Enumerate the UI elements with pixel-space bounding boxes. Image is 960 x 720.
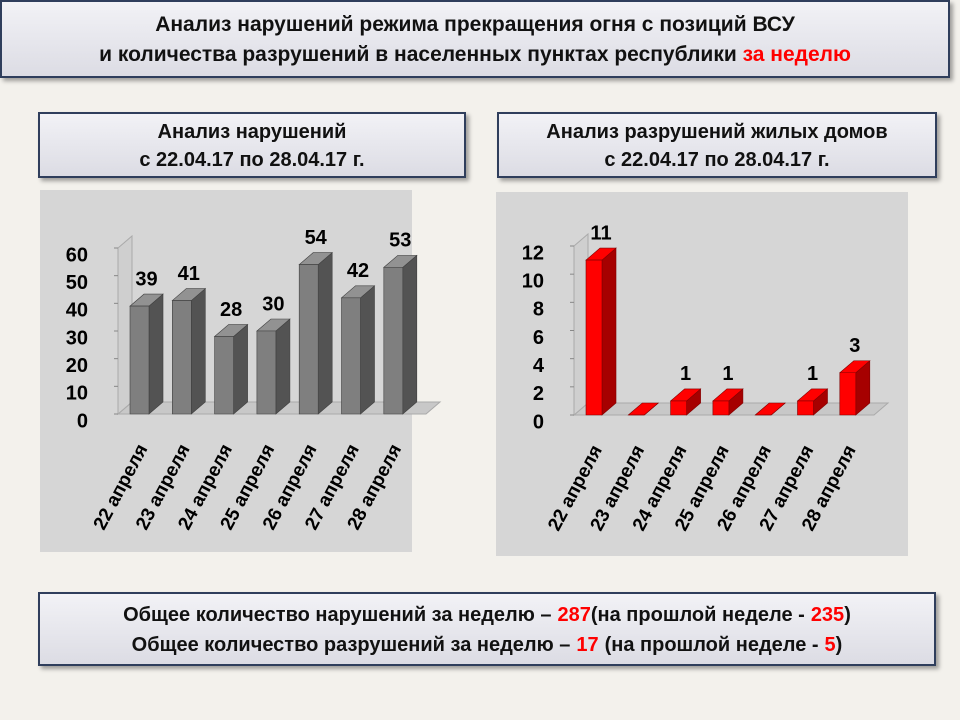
data-label: 11 [590, 222, 611, 244]
summary-value: 17 [576, 634, 599, 656]
chart-subtitle: с 22.04.17 по 28.04.17 г. [604, 149, 830, 171]
summary-text: ) [844, 604, 851, 626]
y-tick-label: 60 [66, 244, 88, 266]
plot-area [496, 192, 908, 556]
y-tick-label: 10 [522, 270, 544, 292]
chart-title: Анализ разрушений жилых домов [546, 121, 888, 143]
summary-text: (на прошлой неделе - [590, 604, 805, 626]
header-box: Анализ нарушений режима прекращения огня… [0, 0, 950, 78]
data-label: 28 [220, 299, 242, 321]
bar [340, 285, 376, 415]
data-label: 1 [807, 363, 818, 385]
summary-line: Общее количество разрушений за неделю –1… [40, 630, 934, 660]
header-text: и количества разрушений в населенных пун… [99, 43, 737, 66]
data-label: 1 [680, 363, 691, 385]
summary-value: 235 [810, 604, 845, 626]
y-tick-label: 4 [533, 355, 545, 377]
data-label: 39 [135, 268, 157, 290]
y-tick-label: 0 [533, 411, 544, 433]
bar [669, 388, 702, 416]
bar [213, 323, 249, 415]
header-line: и количества разрушений в населенных пун… [2, 40, 948, 70]
y-tick-label: 6 [533, 327, 544, 349]
y-tick-label: 20 [66, 355, 88, 377]
summary-value: 5 [824, 634, 836, 656]
y-tick-label: 2 [533, 383, 544, 405]
bar [754, 402, 787, 416]
chart-title: Анализ нарушений [157, 121, 347, 143]
header-highlight: за неделю [742, 43, 851, 66]
summary-text: ) [835, 634, 843, 656]
data-label: 41 [178, 263, 200, 285]
chart-title-box: Анализ разрушений жилых домов с 22.04.17… [497, 112, 937, 178]
chart-title-box: Анализ нарушений с 22.04.17 по 28.04.17 … [38, 112, 466, 178]
bar [585, 247, 617, 416]
summary-text: Общее количество нарушений за неделю – [123, 604, 552, 626]
y-tick-label: 0 [77, 410, 88, 432]
y-tick-label: 10 [66, 383, 88, 405]
chart-subtitle: с 22.04.17 по 28.04.17 г. [139, 149, 365, 171]
y-tick-label: 40 [66, 300, 88, 322]
bar [838, 360, 871, 416]
bar [627, 402, 660, 416]
data-label: 54 [305, 227, 328, 249]
summary-text: (на прошлой неделе - [604, 634, 819, 656]
bar [298, 251, 334, 415]
summary-value: 287 [557, 604, 591, 626]
bar [796, 388, 829, 416]
bar [382, 254, 418, 415]
summary-text: Общее количество разрушений за неделю – [131, 634, 571, 656]
summary-line: Общее количество нарушений за неделю –28… [40, 600, 934, 630]
data-label: 53 [389, 230, 411, 252]
bar [171, 287, 207, 415]
header-line: Анализ нарушений режима прекращения огня… [155, 13, 795, 36]
data-label: 3 [849, 335, 860, 357]
bar [256, 318, 291, 415]
bar [712, 388, 744, 416]
data-label: 42 [347, 260, 369, 282]
data-label: 1 [722, 363, 733, 385]
data-label: 30 [262, 293, 284, 315]
summary-box: Общее количество нарушений за неделю –28… [38, 592, 936, 666]
y-tick-label: 8 [533, 299, 544, 321]
y-tick-label: 12 [522, 242, 544, 264]
y-tick-label: 50 [66, 272, 88, 294]
bar [129, 293, 164, 415]
y-tick-label: 30 [66, 327, 88, 349]
